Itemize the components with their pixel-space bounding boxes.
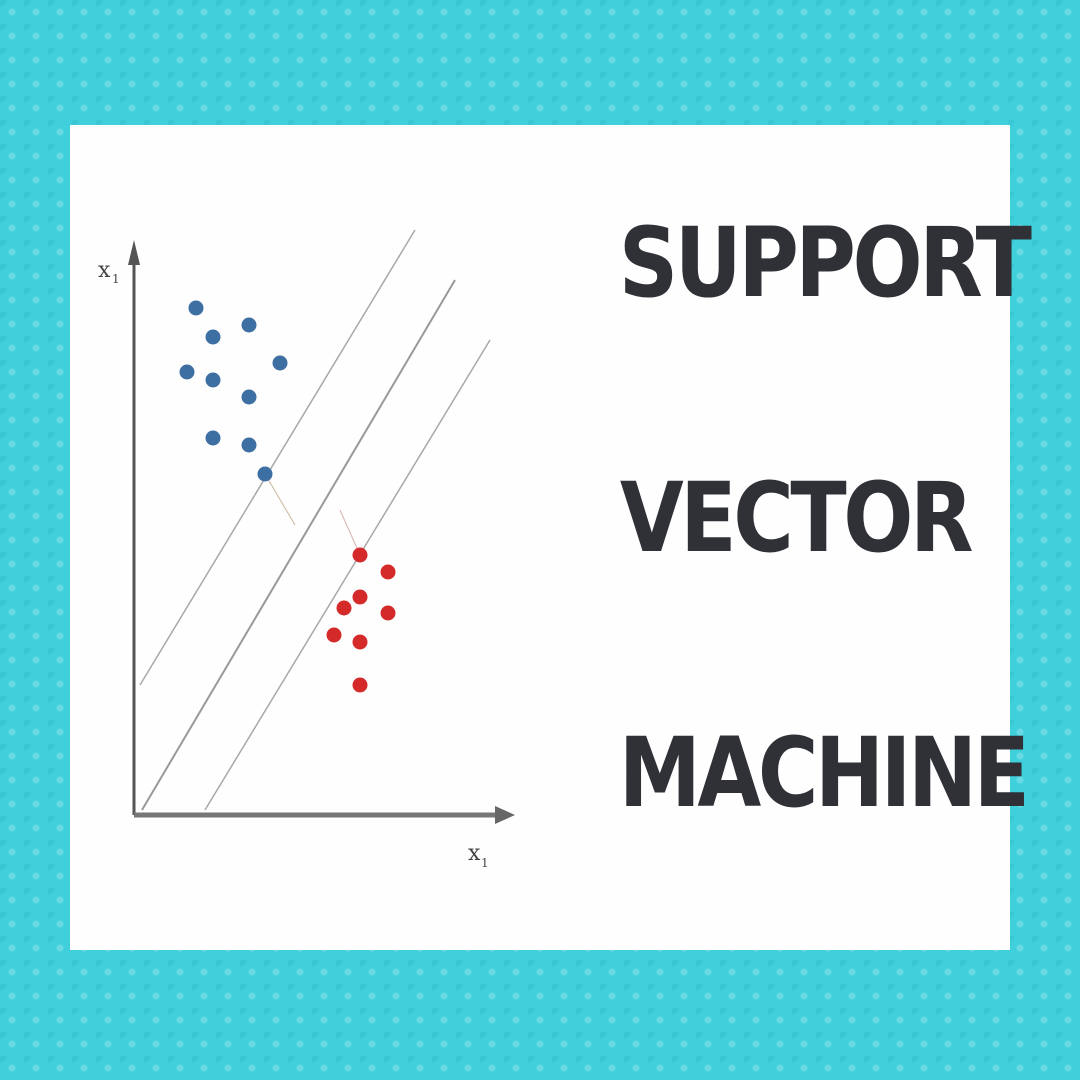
y-axis-label-sub: 1: [112, 272, 120, 286]
red-point: [336, 600, 352, 616]
red-point: [352, 589, 368, 605]
y-axis-label: x: [98, 258, 111, 283]
support-connector-blue: [264, 473, 296, 526]
blue-point: [241, 437, 257, 453]
hyperplane-line: [141, 279, 456, 811]
blue-point: [188, 300, 204, 316]
title-line-3: MACHINE: [618, 717, 1030, 829]
blue-point: [272, 355, 288, 371]
content-card: x 1 x 1 SUPPORT: [70, 125, 1032, 950]
blue-point: [241, 389, 257, 405]
blue-class-points: [179, 300, 288, 482]
margin-line-upper: [139, 229, 416, 686]
title-line-1: SUPPORT: [618, 207, 1032, 319]
blue-point: [205, 430, 221, 446]
red-point: [352, 547, 368, 563]
red-point: [380, 564, 396, 580]
blue-point: [179, 364, 195, 380]
support-connector-red: [339, 509, 361, 556]
blue-point: [205, 372, 221, 388]
y-axis-arrow: [128, 240, 140, 265]
x-axis-label: x: [468, 841, 481, 866]
x-axis-arrow: [495, 806, 515, 824]
margin-line-lower: [204, 339, 491, 811]
red-point: [326, 627, 342, 643]
red-point: [352, 634, 368, 650]
red-class-points: [326, 547, 396, 693]
svm-diagram: x 1 x 1: [98, 229, 515, 870]
blue-point: [241, 317, 257, 333]
x-axis-label-sub: 1: [481, 856, 489, 870]
red-point: [352, 677, 368, 693]
blue-point: [205, 329, 221, 345]
blue-point: [257, 466, 273, 482]
title-line-2: VECTOR: [619, 462, 974, 574]
red-point: [380, 605, 396, 621]
